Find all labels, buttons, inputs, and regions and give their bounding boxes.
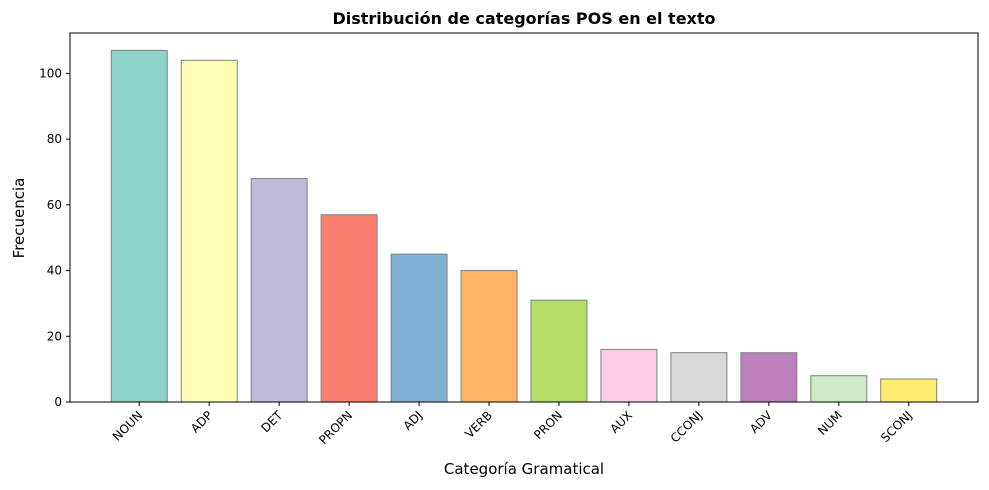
x-tick-label: PRON [531,408,565,442]
x-tick-label: NOUN [110,408,145,443]
bar [180,59,238,403]
y-tick-label: 80 [47,132,62,146]
x-tick-label: VERB [462,408,495,441]
bar [530,299,588,403]
x-tick-label: CCONJ [668,408,705,445]
y-tick-label: 0 [54,395,62,409]
bar [880,378,938,403]
x-tick-label: NUM [815,408,845,438]
x-tick-label: ADV [747,408,775,436]
bar [390,253,448,403]
bar [670,352,728,403]
chart-title: Distribución de categorías POS en el tex… [332,9,715,28]
x-tick-label: ADJ [400,408,425,433]
bar [110,49,168,403]
bar [250,178,308,403]
bar [810,375,868,403]
x-axis-label: Categoría Gramatical [444,460,604,478]
y-tick-label: 40 [47,264,62,278]
bar [740,352,798,403]
y-tick-label: 20 [47,329,62,343]
bar [460,270,518,403]
y-tick-label: 100 [39,66,62,80]
plot-frame [69,32,979,403]
y-tick-label: 60 [47,198,62,212]
bar [320,214,378,403]
bar [600,348,658,403]
x-tick-label: AUX [607,408,635,436]
x-tick-label: DET [258,408,285,435]
y-axis-label: Frecuencia [10,178,28,259]
x-tick-label: PROPN [316,408,355,447]
x-tick-label: ADP [188,408,215,435]
x-tick-label: SCONJ [878,408,915,445]
